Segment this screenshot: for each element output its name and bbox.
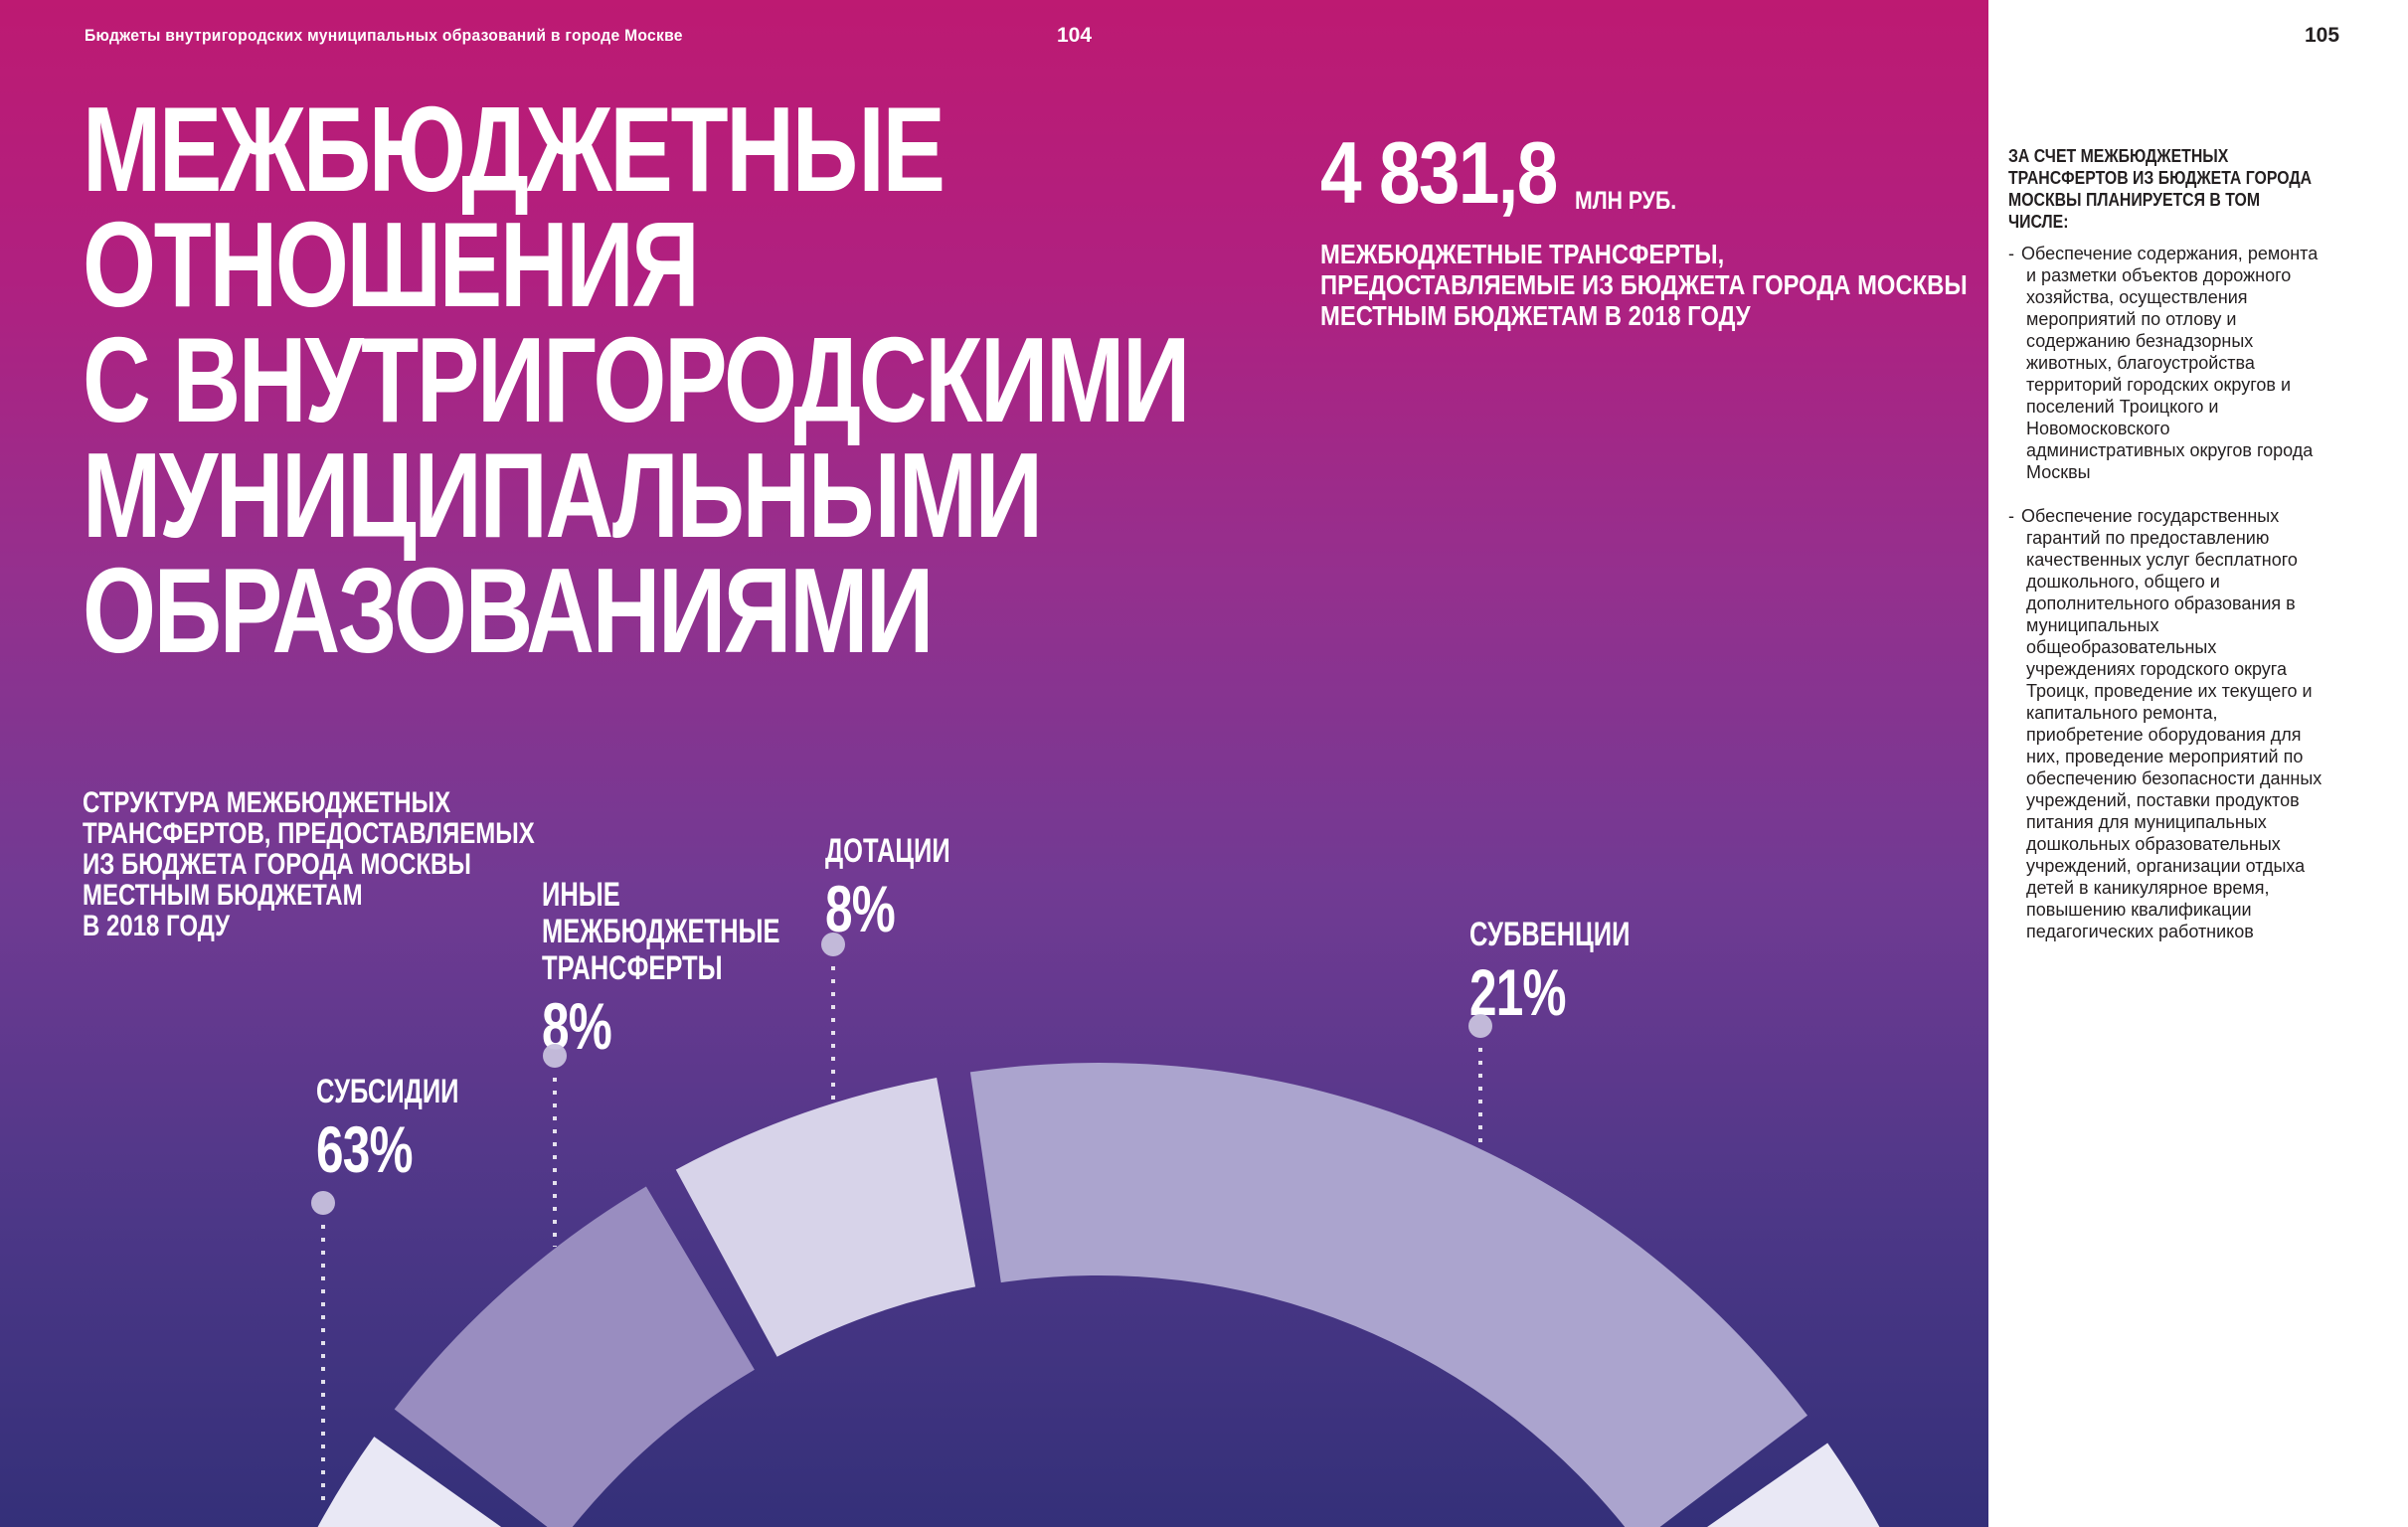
stat-caption: МЕЖБЮДЖЕТНЫЕ ТРАНСФЕРТЫ, ПРЕДОСТАВЛЯЕМЫЕ…: [1320, 239, 1988, 331]
slice-percent: 8%: [542, 989, 612, 1063]
bullet-dash: -: [2008, 244, 2014, 263]
slice-label-dotacii: ДОТАЦИИ 8%: [825, 832, 992, 945]
slice-label-subsidii: СУБСИДИИ 63%: [316, 1073, 506, 1186]
slice-name: СУБВЕНЦИИ: [1469, 916, 1631, 953]
slice-label-subvencii: СУБВЕНЦИИ 21%: [1469, 916, 1683, 1029]
chart-title-line: СТРУКТУРА МЕЖБЮДЖЕТНЫХ: [83, 786, 451, 819]
stat-value: 4 831,8: [1320, 123, 1558, 222]
slice-percent: 8%: [825, 872, 896, 945]
leader-dot: [543, 1044, 567, 1068]
notes-heading: ЗА СЧЕТ МЕЖБЮДЖЕТНЫХ ТРАНСФЕРТОВ ИЗ БЮДЖ…: [2008, 146, 2313, 232]
stat-unit: МЛН РУБ.: [1575, 187, 1677, 215]
stat-caption-line: МЕСТНЫМ БЮДЖЕТАМ В 2018 ГОДУ: [1320, 300, 1751, 331]
leader-line: [553, 1078, 557, 1247]
page-title-line: МУНИЦИПАЛЬНЫМИ: [83, 427, 1043, 563]
bullet-text: Обеспечение государственных гарантий по …: [2021, 506, 2322, 941]
donut-segment-субвенции: [969, 1063, 1807, 1527]
page-title-line: ОТНОШЕНИЯ: [83, 197, 700, 332]
leader-line: [321, 1225, 325, 1508]
slice-name: ИНЫЕ: [542, 876, 620, 914]
donut-chart: [317, 1063, 1880, 1527]
running-title: Бюджеты внутригородских муниципальных об…: [85, 26, 683, 45]
donut-segment-иные межбюджетные трансферты: [394, 1186, 755, 1527]
page-title: МЕЖБЮДЖЕТНЫЕ ОТНОШЕНИЯ С ВНУТРИГОРОДСКИМ…: [83, 82, 1500, 678]
page-title-line: С ВНУТРИГОРОДСКИМИ: [83, 312, 1190, 447]
list-item: - Обеспечение содержания, ремонта и разме…: [2008, 243, 2328, 483]
list-item: - Обеспечение государственных гарантий по…: [2008, 505, 2328, 942]
leader-dot: [1468, 1014, 1492, 1038]
slice-name: ТРАНСФЕРТЫ: [542, 949, 723, 987]
left-page: Бюджеты внутригородских муниципальных об…: [0, 0, 1988, 1527]
stat-caption-line: ПРЕДОСТАВЛЯЕМЫЕ ИЗ БЮДЖЕТА ГОРОДА МОСКВЫ: [1320, 269, 1968, 300]
slice-percent: 21%: [1469, 955, 1567, 1029]
running-header: Бюджеты внутригородских муниципальных об…: [85, 26, 735, 46]
page-title-line: МЕЖБЮДЖЕТНЫЕ: [83, 82, 946, 217]
notes-body: - Обеспечение содержания, ремонта и разме…: [2008, 243, 2328, 942]
page-number-left: 104: [1057, 24, 1093, 47]
bullet-text: Обеспечение содержания, ремонта и размет…: [2021, 244, 2319, 482]
donut-segment-субсидии: [317, 1437, 502, 1527]
notes-panel: 105 ЗА СЧЕТ МЕЖБЮДЖЕТНЫХ ТРАНСФЕРТОВ ИЗ …: [1988, 0, 2408, 1527]
leader-dot: [821, 933, 845, 956]
page-title-line: ОБРАЗОВАНИЯМИ: [83, 543, 934, 678]
donut-segment-дотации: [675, 1078, 976, 1357]
page-number-right: 105: [2305, 24, 2340, 47]
slice-label-inye: ИНЫЕ МЕЖБЮДЖЕТНЫЕ ТРАНСФЕРТЫ 8%: [542, 876, 859, 1063]
leader-dot: [311, 1191, 335, 1215]
slice-name: ДОТАЦИИ: [825, 832, 950, 870]
stat-caption-line: МЕЖБЮДЖЕТНЫЕ ТРАНСФЕРТЫ,: [1320, 239, 1725, 269]
bullet-dash: -: [2008, 506, 2014, 526]
chart-title-line: В 2018 ГОДУ: [83, 910, 231, 942]
chart-title-line: ИЗ БЮДЖЕТА ГОРОДА МОСКВЫ: [83, 848, 471, 881]
chart-title: СТРУКТУРА МЕЖБЮДЖЕТНЫХ ТРАНСФЕРТОВ, ПРЕД…: [83, 787, 647, 941]
chart-title-line: ТРАНСФЕРТОВ, ПРЕДОСТАВЛЯЕМЫХ: [83, 817, 535, 850]
slice-name: МЕЖБЮДЖЕТНЫЕ: [542, 913, 780, 950]
leader-line: [1478, 1048, 1482, 1145]
leader-line: [831, 966, 835, 1101]
donut-segment-субсидии: [1707, 1442, 1880, 1527]
slice-name: СУБСИДИИ: [316, 1073, 459, 1110]
chart-title-line: МЕСТНЫМ БЮДЖЕТАМ: [83, 879, 363, 912]
headline-stat: 4 831,8: [1320, 127, 1599, 219]
slice-percent: 63%: [316, 1112, 414, 1186]
